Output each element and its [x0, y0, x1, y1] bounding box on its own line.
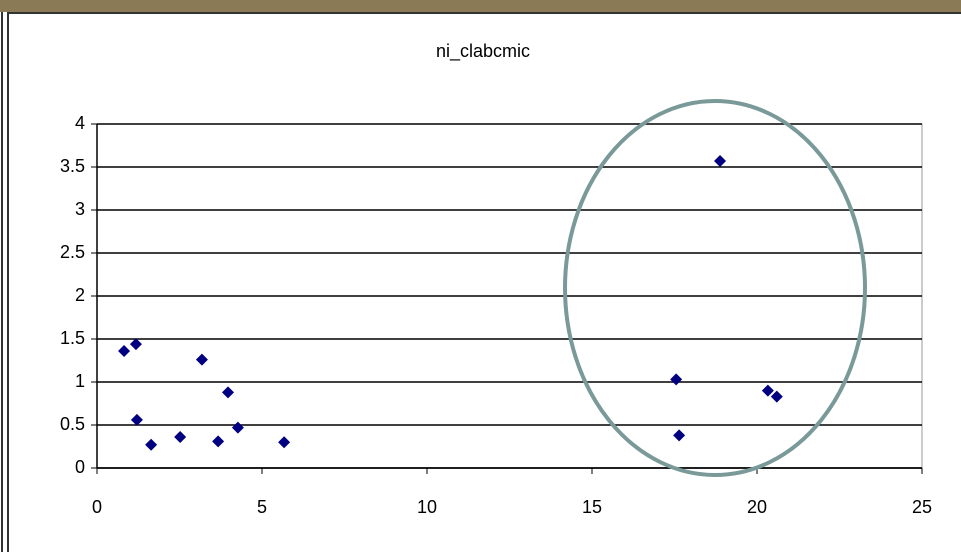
x-tick-label: 20	[747, 497, 767, 517]
y-tick-label: 3	[75, 199, 85, 219]
y-tick-label: 3.5	[60, 156, 85, 176]
y-tick-label: 1.5	[60, 328, 85, 348]
y-tick-label: 0	[75, 457, 85, 477]
chart-title: ni_clabcmic	[436, 41, 530, 62]
y-tick-label: 2	[75, 285, 85, 305]
x-tick-label: 25	[912, 497, 932, 517]
y-tick-label: 2.5	[60, 242, 85, 262]
y-tick-label: 4	[75, 113, 85, 133]
x-tick-label: 5	[257, 497, 267, 517]
y-tick-label: 0.5	[60, 414, 85, 434]
x-tick-label: 10	[417, 497, 437, 517]
chart-background	[0, 12, 961, 552]
x-tick-label: 15	[582, 497, 602, 517]
y-tick-label: 1	[75, 371, 85, 391]
chart: ni_clabcmic 0 0.5 1 1.5 2 2.5 3 3.5 4 0 5 10 15 20 25	[0, 0, 961, 552]
background-strip	[0, 0, 961, 12]
x-tick-label: 0	[92, 497, 102, 517]
page: {"chart_data": {"type": "scatter", "titl…	[0, 0, 961, 552]
